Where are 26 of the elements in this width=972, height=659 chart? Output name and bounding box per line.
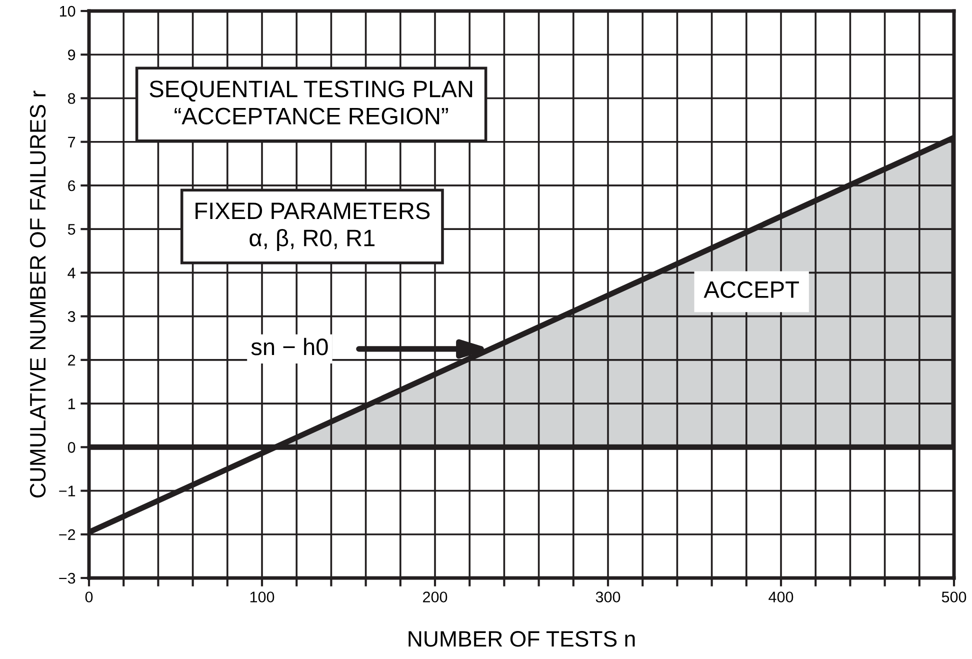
y-tick-label: 5 [68,224,76,235]
y-tick-label: −2 [59,529,76,540]
x-axis-title: NUMBER OF TESTS n [408,631,635,647]
x-tick-label: 400 [768,592,794,602]
x-tick-label: 300 [596,592,620,602]
annotation: ACCEPT [704,281,799,298]
x-tick-label: 200 [423,592,448,602]
y-tick-label: 9 [68,49,76,60]
y-tick-label: 1 [68,398,76,410]
annotation: FIXED PARAMETERS α, β, R0, R1 [196,202,430,252]
x-tick-label: 100 [250,592,274,602]
y-tick-label: 10 [60,6,76,17]
annotation: SEQUENTIAL TESTING PLAN “ACCEPTANCE REGION” [150,80,472,124]
y-tick-label: −1 [59,486,76,496]
y-tick-label: 0 [68,442,76,453]
x-tick-label: 500 [942,592,966,602]
y-tick-label: 7 [68,136,76,148]
annotation: sn − h0 [251,338,328,356]
y-tick-label: 8 [68,93,76,104]
y-tick-label: −3 [59,572,76,584]
y-axis-title: CUMULATIVE NUMBER OF FAILURES r [30,90,46,498]
y-tick-label: 3 [68,311,76,322]
y-tick-label: 2 [68,354,76,366]
y-tick-label: 6 [68,180,76,192]
x-tick-label: 0 [85,592,93,602]
y-tick-label: 4 [68,268,76,278]
